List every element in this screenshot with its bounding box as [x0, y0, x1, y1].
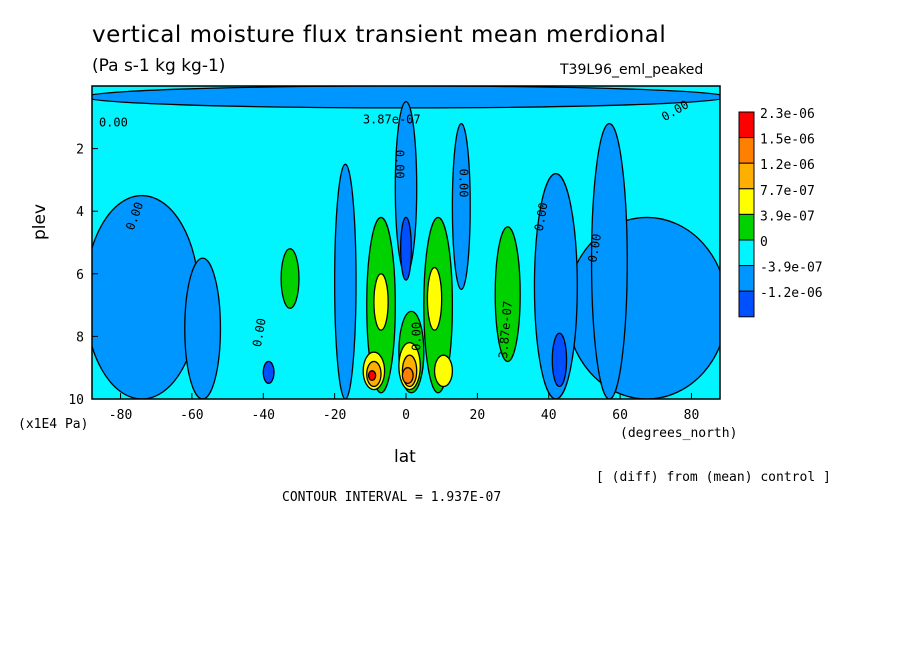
legend-swatch [738, 265, 755, 292]
contour-label: 3.87e-07 [363, 113, 421, 127]
run-label: T39L96_eml_peaked [560, 62, 704, 78]
contour-label: 0.00 [532, 201, 551, 232]
legend-label: -1.2e-06 [760, 286, 823, 301]
contour-region [551, 332, 568, 388]
contour-region [451, 122, 471, 291]
contour-region [399, 216, 413, 281]
legend-label: 0 [760, 235, 768, 250]
contour-label: 0.00 [409, 322, 423, 351]
legend-label: 2.3e-06 [760, 107, 815, 122]
contour-region [184, 257, 222, 399]
y-tick-label: 10 [68, 393, 84, 408]
x-tick-label: -80 [109, 408, 132, 423]
chart-title: vertical moisture flux transient mean me… [92, 22, 667, 48]
legend-label: -3.9e-07 [760, 261, 823, 276]
legend-swatch [738, 213, 755, 241]
contour-label: 0.00 [585, 233, 604, 264]
legend-swatch [738, 162, 755, 190]
x-axis-label: lat [394, 447, 416, 467]
plot-area [92, 86, 720, 399]
contour-region [367, 370, 377, 381]
contour-label: 3.87e-07 [496, 300, 515, 359]
contour-region [533, 173, 578, 399]
x-tick-label: 20 [470, 408, 486, 423]
contour-label: 0.00 [392, 150, 406, 179]
contour-region [494, 226, 521, 363]
x-tick-label: -20 [323, 408, 346, 423]
legend-label: 7.7e-07 [760, 184, 815, 199]
legend-swatch [738, 239, 755, 267]
contour-region [433, 354, 454, 388]
legend-label: 1.2e-06 [760, 158, 815, 173]
legend-swatch [738, 111, 755, 139]
x-tick-label: 0 [402, 408, 410, 423]
x-tick-label: 60 [612, 408, 628, 423]
contour-label: 0.00 [457, 169, 471, 198]
contour-region [262, 360, 275, 385]
contour-region [373, 273, 389, 331]
legend-swatch [738, 137, 755, 164]
y-axis-units: (x1E4 Pa) [18, 417, 89, 432]
contour-label: 0.00 [99, 116, 128, 130]
contour-region [426, 266, 443, 331]
contour-region [590, 122, 628, 399]
contour-region [92, 194, 200, 399]
x-tick-label: 80 [684, 408, 700, 423]
x-axis-units: (degrees_north) [620, 426, 738, 441]
contour-region [280, 248, 300, 309]
legend-label: 3.9e-07 [760, 209, 815, 224]
legend-swatch [738, 290, 755, 318]
x-tick-label: -60 [180, 408, 203, 423]
y-tick-label: 2 [76, 143, 84, 158]
x-tick-label: -40 [252, 408, 275, 423]
contour-interval: CONTOUR INTERVAL = 1.937E-07 [282, 490, 502, 505]
chart-units: (Pa s-1 kg kg-1) [92, 56, 226, 76]
legend-label: 1.5e-06 [760, 133, 815, 148]
x-tick-label: 40 [541, 408, 557, 423]
contour-label: 0.00 [250, 317, 269, 348]
y-tick-label: 4 [76, 205, 84, 220]
y-tick-label: 6 [76, 268, 84, 283]
diff-note: [ (diff) from (mean) control ] [596, 470, 831, 485]
contour-region [401, 367, 414, 384]
y-tick-label: 8 [76, 330, 84, 345]
contour-region [333, 163, 357, 399]
legend-swatch [738, 188, 755, 215]
